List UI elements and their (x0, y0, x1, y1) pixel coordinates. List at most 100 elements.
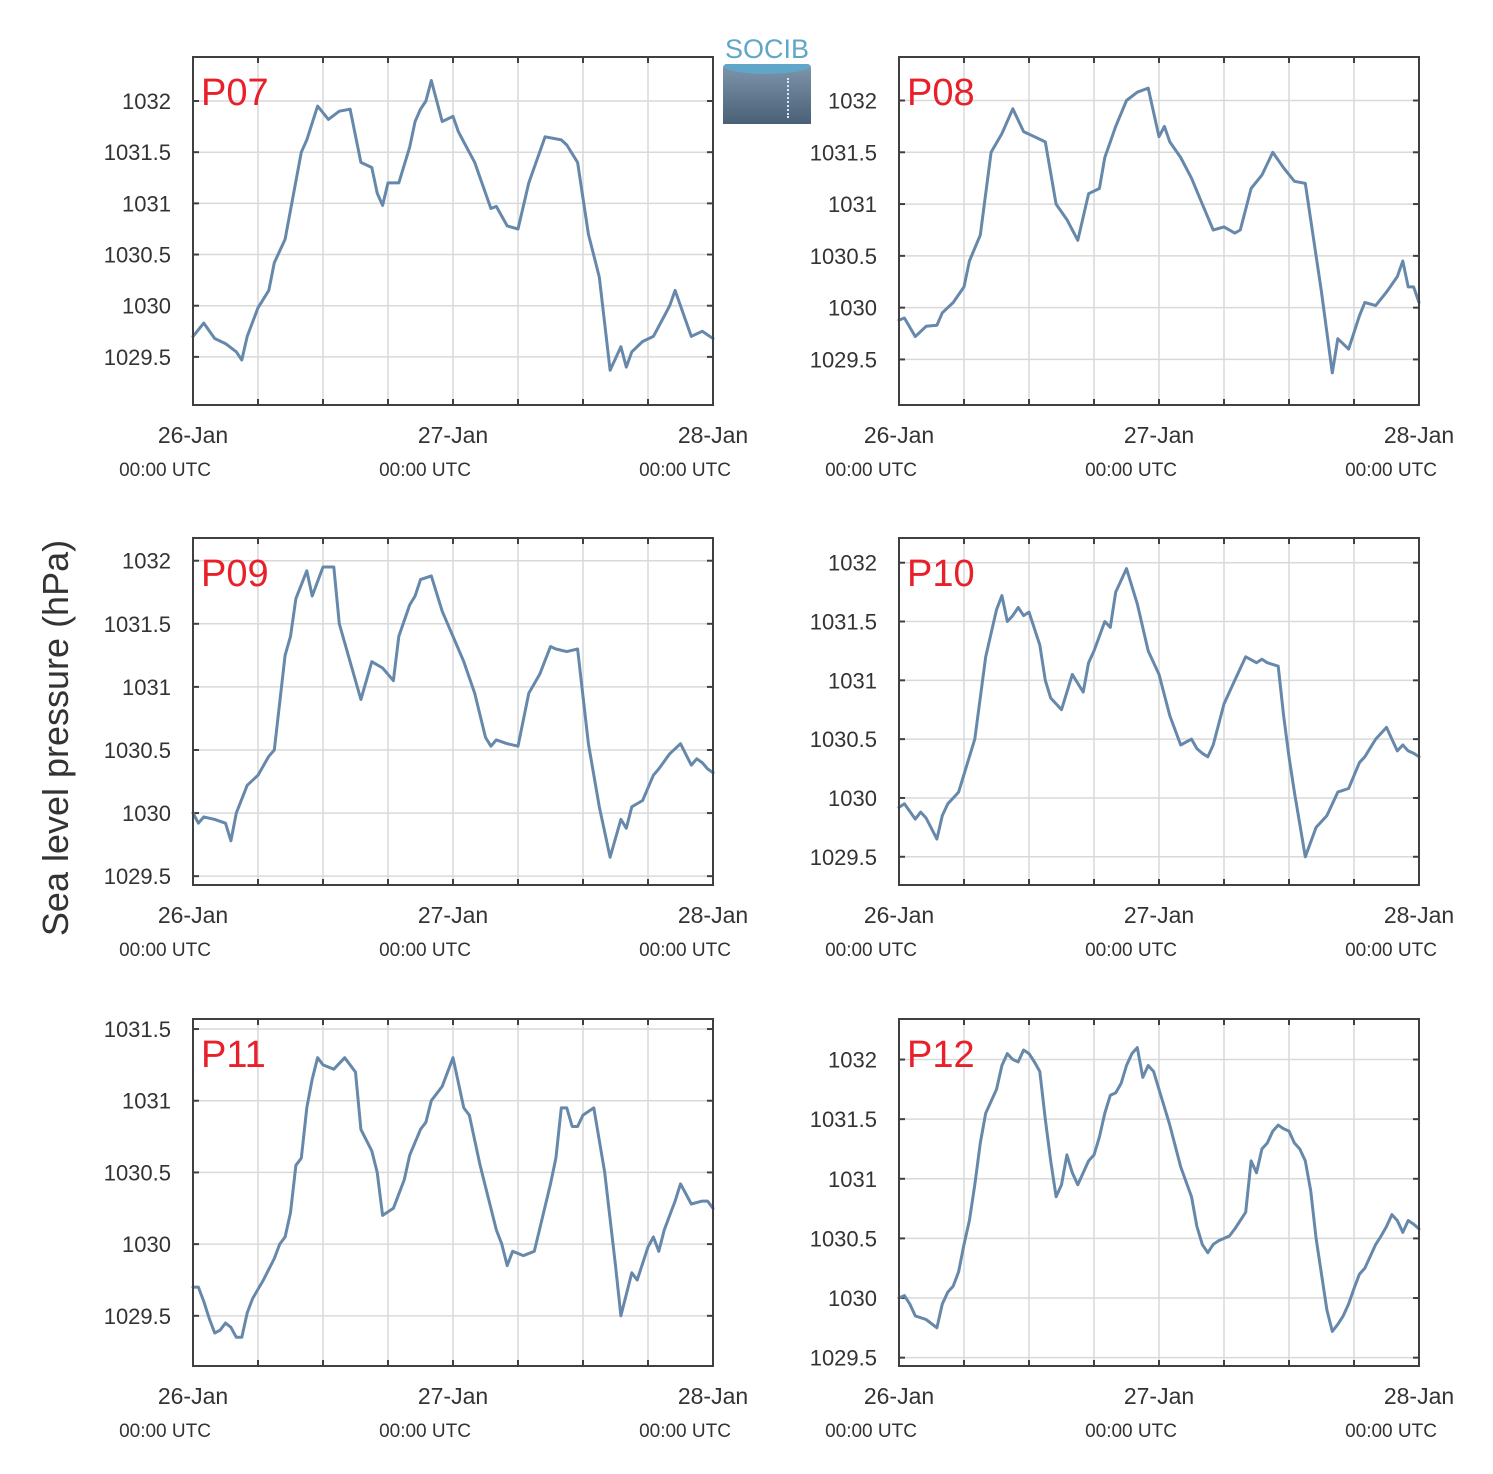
x-tick-label-date: 27-Jan (1124, 902, 1194, 928)
x-tick-label-date: 26-Jan (158, 422, 228, 448)
pressure-series-line (897, 86, 1421, 375)
y-tick-label: 1029.5 (104, 864, 171, 889)
y-tick-label: 1031.5 (810, 610, 877, 635)
y-tick-label: 1031 (828, 668, 877, 693)
panel-p11: 1029.5 1030 1030.5 1031 1031.5 26-Jan 00:00 UT… (104, 1017, 748, 1442)
x-tick-label-date: 26-Jan (864, 902, 934, 928)
x-tick-label-time: 00:00 UTC (1345, 460, 1437, 481)
panel-label: P11 (201, 1034, 266, 1076)
panel-p08: 1029.5 1030 1030.5 1031 1031.5 1032 26-Jan 00:0… (810, 56, 1454, 481)
y-tick-label: 1031.5 (104, 1017, 171, 1042)
y-tick-label: 1029.5 (104, 1304, 171, 1329)
panel-label: P12 (907, 1034, 975, 1076)
y-tick-label: 1031.5 (810, 1107, 877, 1132)
panel-label: P10 (907, 553, 975, 595)
x-tick-label-time: 00:00 UTC (1085, 940, 1177, 961)
x-tick-label-date: 27-Jan (418, 1383, 488, 1409)
y-tick-label: 1031.5 (104, 140, 171, 165)
x-tick-label-date: 26-Jan (158, 1383, 228, 1409)
y-tick-label: 1029.5 (810, 845, 877, 870)
plot-frame (192, 56, 714, 406)
x-tick-label-time: 00:00 UTC (1345, 1421, 1437, 1442)
y-tick-label: 1030.5 (104, 738, 171, 763)
x-tick-label-date: 27-Jan (1124, 1383, 1194, 1409)
x-tick-label-time: 00:00 UTC (825, 460, 917, 481)
x-tick-label-time: 00:00 UTC (119, 940, 211, 961)
plot-frame (898, 1018, 1420, 1367)
x-tick-label-time: 00:00 UTC (379, 940, 471, 961)
x-tick-label-date: 27-Jan (418, 422, 488, 448)
x-tick-label-time: 00:00 UTC (825, 940, 917, 961)
y-tick-label: 1030 (828, 296, 877, 321)
y-tick-label: 1031 (828, 192, 877, 217)
y-tick-label: 1029.5 (810, 347, 877, 372)
x-tick-label-time: 00:00 UTC (639, 1421, 731, 1442)
panel-p09: 1029.5 1030 1030.5 1031 1031.5 1032 26-Jan 00:0… (104, 537, 748, 961)
y-tick-label: 1030 (122, 801, 171, 826)
y-tick-label: 1030.5 (104, 1160, 171, 1185)
plot-frame (898, 537, 1420, 886)
y-tick-label: 1031 (828, 1167, 877, 1192)
plot-frame (192, 537, 714, 886)
x-tick-label-time: 00:00 UTC (379, 460, 471, 481)
panel-label: P07 (201, 72, 269, 114)
y-tick-label: 1030.5 (104, 243, 171, 268)
y-tick-label: 1030 (828, 786, 877, 811)
x-tick-label-date: 26-Jan (158, 902, 228, 928)
y-tick-label: 1029.5 (104, 345, 171, 370)
y-tick-label: 1032 (828, 551, 877, 576)
x-tick-label-time: 00:00 UTC (1085, 460, 1177, 481)
y-tick-label: 1031.5 (810, 140, 877, 165)
plot-frame (898, 56, 1420, 406)
y-tick-label: 1030 (122, 1232, 171, 1257)
y-axis-label: Sea level pressure (hPa) (35, 540, 76, 936)
socib-logo-text: SOCIB (724, 34, 810, 64)
y-tick-label: 1030.5 (810, 1226, 877, 1251)
x-tick-label-time: 00:00 UTC (379, 1421, 471, 1442)
y-tick-label: 1029.5 (810, 1346, 877, 1371)
y-tick-label: 1030.5 (810, 244, 877, 269)
y-tick-label: 1031 (122, 1089, 171, 1114)
x-tick-label-time: 00:00 UTC (119, 1421, 211, 1442)
pressure-series-line (191, 565, 715, 859)
y-tick-label: 1030 (828, 1286, 877, 1311)
x-tick-label-date: 28-Jan (1384, 1383, 1454, 1409)
x-tick-label-time: 00:00 UTC (1085, 1421, 1177, 1442)
y-tick-label: 1031 (122, 675, 171, 700)
panel-p07: 1029.5 1030 1030.5 1031 1031.5 1032 26-Jan 00:0… (104, 56, 748, 481)
y-tick-label: 1032 (122, 549, 171, 574)
panel-label: P09 (201, 553, 269, 595)
plot-frame (192, 1018, 714, 1367)
pressure-series-line (897, 567, 1421, 859)
panel-p12: 1029.5 1030 1030.5 1031 1031.5 1032 26-Jan 00:0… (810, 1018, 1454, 1442)
x-tick-label-time: 00:00 UTC (639, 940, 731, 961)
x-tick-label-date: 27-Jan (418, 902, 488, 928)
panel-label: P08 (907, 72, 975, 114)
x-tick-label-date: 26-Jan (864, 422, 934, 448)
pressure-series-line (191, 1056, 715, 1339)
x-tick-label-time: 00:00 UTC (1345, 940, 1437, 961)
x-tick-label-date: 26-Jan (864, 1383, 934, 1409)
socib-logo-mark (723, 64, 811, 124)
y-tick-label: 1031.5 (104, 612, 171, 637)
x-tick-label-date: 27-Jan (1124, 422, 1194, 448)
y-tick-label: 1031 (122, 191, 171, 216)
x-tick-label-time: 00:00 UTC (119, 460, 211, 481)
y-tick-label: 1032 (828, 89, 877, 114)
y-tick-label: 1030 (122, 294, 171, 319)
x-tick-label-time: 00:00 UTC (639, 460, 731, 481)
y-tick-label: 1030.5 (810, 727, 877, 752)
panel-p10: 1029.5 1030 1030.5 1031 1031.5 1032 26-Jan 00:0… (810, 537, 1454, 961)
x-tick-label-date: 28-Jan (678, 1383, 748, 1409)
socib-logo: SOCIB (722, 34, 812, 124)
pressure-series-line (897, 1046, 1421, 1333)
x-tick-label-date: 28-Jan (1384, 902, 1454, 928)
x-tick-label-date: 28-Jan (678, 902, 748, 928)
x-tick-label-date: 28-Jan (1384, 422, 1454, 448)
socib-logo-ruler (787, 78, 791, 118)
socib-logo-wave (723, 64, 811, 74)
y-tick-label: 1032 (828, 1048, 877, 1073)
pressure-series-line (191, 79, 715, 372)
y-tick-label: 1032 (122, 89, 171, 114)
